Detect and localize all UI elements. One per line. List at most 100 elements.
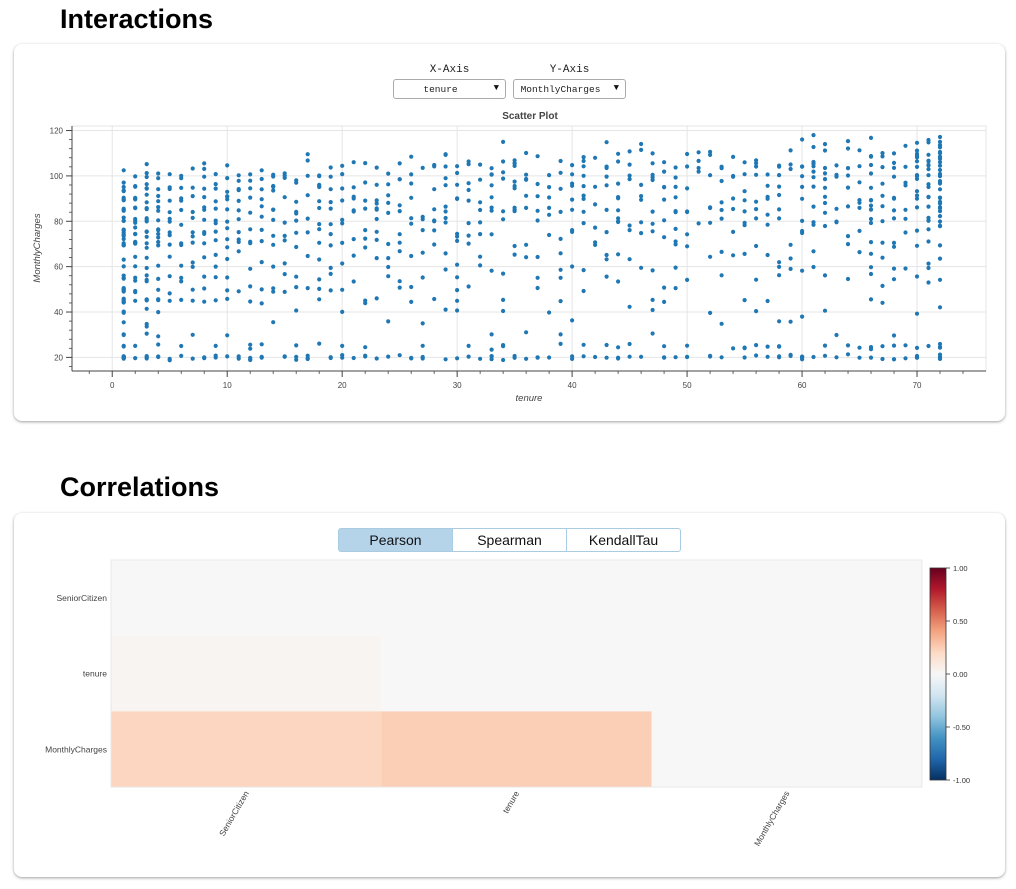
- scatter-point: [133, 225, 138, 230]
- scatter-point: [627, 354, 632, 359]
- scatter-point: [914, 311, 920, 316]
- scatter-point: [213, 229, 218, 234]
- scatter-point: [420, 228, 425, 233]
- scatter-point: [581, 158, 586, 164]
- scatter-point: [133, 240, 138, 245]
- scatter-point: [581, 268, 586, 273]
- scatter-point: [144, 207, 149, 212]
- scatter-point: [259, 342, 264, 347]
- scatter-point: [294, 218, 299, 223]
- scatter-point: [317, 184, 322, 190]
- scatter-point: [397, 249, 402, 254]
- scatter-point: [673, 184, 678, 189]
- scatter-point: [190, 332, 195, 337]
- scatter-point: [144, 229, 149, 234]
- scatter-point: [868, 135, 874, 140]
- scatter-point: [765, 172, 770, 177]
- scatter-point: [719, 273, 724, 278]
- scatter-point: [190, 209, 195, 215]
- scatter-point: [639, 354, 644, 359]
- scatter-point: [271, 188, 276, 193]
- scatter-point: [167, 216, 172, 221]
- scatter-point: [811, 175, 816, 180]
- scatter-point: [225, 354, 230, 359]
- scatter-point: [455, 356, 460, 361]
- scatter-point: [248, 178, 253, 183]
- scatter-point: [225, 194, 230, 199]
- scatter-point: [512, 252, 517, 257]
- scatter-point: [190, 234, 195, 239]
- scatter-point: [937, 151, 943, 156]
- scatter-point: [512, 183, 517, 189]
- scatter-point: [259, 176, 264, 182]
- scatter-point: [213, 199, 218, 204]
- scatter-point: [593, 202, 598, 207]
- colorbar-tick-label: -1.00: [953, 776, 970, 785]
- scatter-point: [271, 174, 276, 179]
- scatter-point: [420, 343, 425, 348]
- scatter-point: [202, 299, 207, 304]
- scatter-point: [466, 343, 471, 348]
- scatter-point: [248, 227, 253, 232]
- tab-spearman[interactable]: Spearman: [452, 528, 567, 552]
- scatter-point: [133, 206, 138, 211]
- scatter-point: [167, 210, 172, 215]
- scatter-point: [570, 183, 575, 188]
- scatter-point: [121, 320, 126, 325]
- scatter-point: [800, 357, 805, 362]
- scatter-point: [294, 354, 299, 359]
- scatter-point: [811, 354, 816, 360]
- scatter-point: [742, 172, 747, 177]
- y-axis-select[interactable]: MonthlyCharges ▼: [513, 79, 626, 99]
- scatter-point: [305, 152, 310, 157]
- scatter-point: [754, 277, 759, 282]
- scatter-point: [926, 215, 931, 220]
- scatter-plot[interactable]: 0 10 20 30 40 50 60 70 20 40 60 80 100 120 tenure Mon…: [0, 0, 1016, 420]
- scatter-point: [282, 354, 287, 359]
- scatter-point: [213, 206, 218, 211]
- scatter-point: [937, 154, 943, 159]
- tab-kendalltau[interactable]: KendallTau: [566, 528, 681, 552]
- scatter-point: [455, 231, 460, 236]
- x-axis-select[interactable]: tenure ▼: [393, 79, 506, 99]
- scatter-point: [570, 264, 575, 269]
- scatter-point: [236, 187, 241, 192]
- scatter-point: [282, 171, 287, 176]
- scatter-point: [937, 199, 943, 204]
- correlation-heatmap[interactable]: SeniorCitizen tenure MonthlyCharges SeniorC…: [0, 540, 1016, 870]
- scatter-point: [880, 151, 885, 156]
- tab-pearson[interactable]: Pearson: [338, 528, 453, 552]
- scatter-point: [777, 216, 782, 221]
- scatter-point: [305, 158, 310, 163]
- scatter-point: [685, 151, 690, 157]
- scatter-point: [156, 287, 161, 292]
- scatter-point: [937, 256, 943, 261]
- scatter-point: [397, 279, 402, 284]
- scatter-point: [811, 222, 816, 227]
- scatter-point: [236, 230, 241, 235]
- scatter-point: [914, 173, 920, 178]
- scatter-point: [432, 228, 437, 233]
- scatter-point: [144, 255, 149, 260]
- scatter-point: [202, 186, 207, 191]
- scatter-point: [742, 198, 747, 203]
- scatter-point: [225, 288, 230, 293]
- scatter-point: [627, 304, 632, 309]
- scatter-point: [363, 354, 368, 359]
- correlation-method-tabs: Pearson Spearman KendallTau: [338, 528, 681, 552]
- scatter-point: [616, 151, 621, 156]
- scatter-point: [144, 162, 149, 167]
- scatter-point: [236, 208, 241, 213]
- scatter-point: [478, 220, 483, 225]
- y-axis-label: Y-Axis: [549, 64, 590, 76]
- scatter-point: [857, 205, 862, 210]
- scatter-point: [179, 207, 184, 213]
- scatter-point: [489, 208, 494, 213]
- scatter-point: [822, 148, 828, 153]
- scatter-point: [133, 343, 138, 348]
- scatter-point: [397, 232, 402, 237]
- scatter-point: [685, 277, 690, 282]
- scatter-point: [627, 257, 632, 262]
- scatter-point: [581, 173, 586, 178]
- scatter-point: [144, 182, 149, 187]
